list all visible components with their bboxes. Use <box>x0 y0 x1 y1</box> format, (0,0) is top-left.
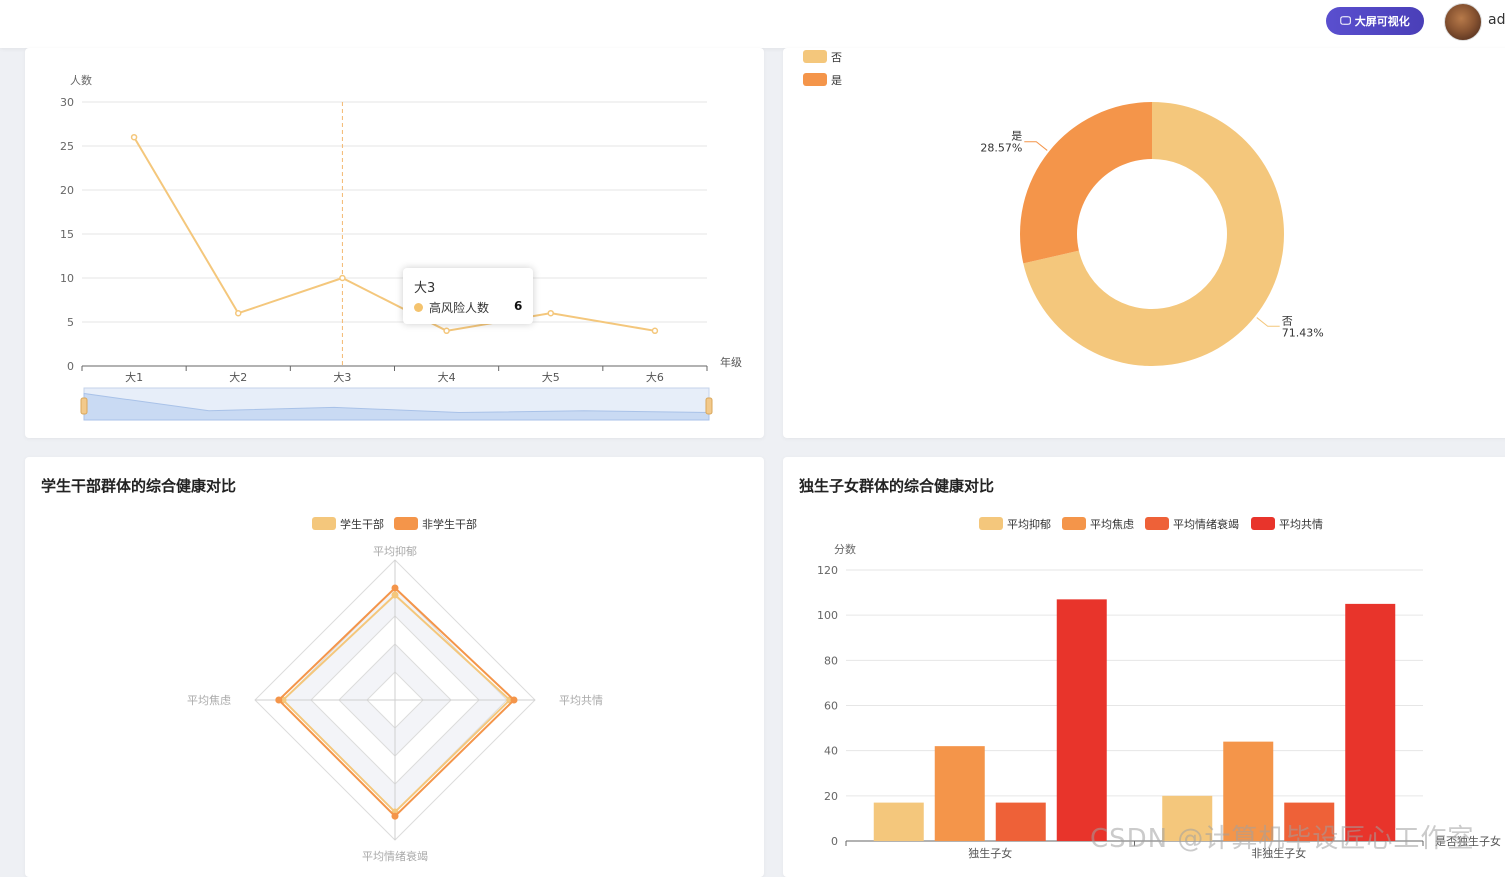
line-chart: 人数 0 5 10 15 20 25 30 大1 大2 大3 大4 大5 大6 年级 <box>60 74 742 421</box>
y-tick-label: 40 <box>824 745 838 758</box>
bar-chart-card: 独生子女群体的综合健康对比 平均抑郁 平均焦虑 平均情绪衰竭 平均共情分数 0 20 40 6… <box>783 457 1505 877</box>
legend-label: 平均共情 <box>1279 518 1323 531</box>
y-tick-label: 0 <box>67 360 74 373</box>
bar <box>1345 603 1396 841</box>
radar-point <box>391 591 399 599</box>
y-tick-label: 80 <box>824 654 838 667</box>
radar-indicator-label: 平均共情 <box>559 694 603 707</box>
legend-label: 学生干部 <box>340 517 384 531</box>
pie-label-percent: 28.57% <box>980 142 1022 155</box>
data-point <box>547 309 554 317</box>
x-tick-label: 大6 <box>646 370 664 384</box>
pie-label-name: 是 <box>1011 130 1022 143</box>
line-chart-card: 人数 0 5 10 15 20 25 30 大1 大2 大3 大4 大5 大6 年级 <box>25 48 764 438</box>
bigscreen-button[interactable]: 🖵 大屏可视化 <box>1326 7 1424 35</box>
tooltip-series-name: 高风险人数 <box>429 301 490 315</box>
legend-label: 平均焦虑 <box>1090 518 1134 531</box>
legend-swatch <box>1062 517 1086 530</box>
radar-card-title: 学生干部群体的综合健康对比 <box>41 477 237 495</box>
bar <box>1162 795 1213 841</box>
pie-leader-line <box>1256 317 1280 327</box>
legend-swatch <box>1251 517 1275 530</box>
bar <box>934 746 985 841</box>
y-tick-label: 120 <box>817 564 838 577</box>
data-point <box>130 133 138 141</box>
radar-indicator-label: 平均抑郁 <box>373 544 417 558</box>
x-tick-label: 大4 <box>438 370 456 384</box>
avatar[interactable] <box>1444 3 1482 41</box>
radar-point <box>391 812 399 820</box>
legend-swatch <box>312 517 336 530</box>
y-tick-label: 20 <box>824 790 838 803</box>
pie-slice <box>1023 102 1284 367</box>
radar-indicator-label: 平均情绪衰竭 <box>362 849 428 863</box>
y-tick-label: 30 <box>60 96 74 109</box>
y-tick-label: 5 <box>67 316 74 329</box>
x-tick-label: 大5 <box>542 370 560 384</box>
tooltip-title: 大3 <box>414 281 436 296</box>
bar <box>1223 741 1274 841</box>
legend-label: 否 <box>831 51 842 64</box>
top-bar: 🖵 大屏可视化 ad <box>0 0 1505 48</box>
bar <box>1056 599 1107 841</box>
legend-label: 平均情绪衰竭 <box>1173 517 1239 531</box>
datazoom-handle-left <box>80 397 88 415</box>
bar <box>873 802 924 841</box>
legend-swatch <box>1145 517 1169 530</box>
tooltip-value: 6 <box>514 299 523 313</box>
legend-swatch <box>803 50 827 63</box>
bar-card-title: 独生子女群体的综合健康对比 <box>799 477 995 495</box>
y-tick-label: 15 <box>60 228 74 241</box>
bar <box>995 802 1046 841</box>
y-tick-label: 0 <box>831 835 838 848</box>
legend-label: 平均抑郁 <box>1007 517 1051 531</box>
data-point <box>235 309 242 317</box>
radar-indicator-label: 平均焦虑 <box>187 694 231 707</box>
radar-point <box>275 696 283 704</box>
donut-chart-card: 否是否 71.43% 是 28.57% <box>783 48 1505 438</box>
pie-label-name: 否 <box>1282 314 1293 327</box>
radar-chart-card: 学生干部群体的综合健康对比 学生干部 非学生干部 平均抑郁平均共情平均情绪衰竭 平均焦… <box>25 457 764 877</box>
watermark: CSDN @计算机毕设匠心工作室 <box>1090 824 1475 854</box>
data-point <box>651 327 659 335</box>
radar-point <box>391 584 399 592</box>
y-tick-label: 100 <box>817 609 838 622</box>
data-point <box>443 327 450 335</box>
x-tick-label: 大3 <box>333 370 351 384</box>
bigscreen-label: 大屏可视化 <box>1354 15 1410 28</box>
x-tick-label: 大2 <box>229 370 247 384</box>
y-tick-label: 60 <box>824 700 838 713</box>
y-tick-label: 20 <box>60 184 74 197</box>
y-tick-label: 25 <box>60 140 74 153</box>
x-axis-label: 年级 <box>720 355 742 369</box>
legend-swatch <box>394 517 418 530</box>
monitor-icon: 🖵 <box>1340 14 1351 27</box>
datazoom-handle-right <box>705 397 713 415</box>
bar <box>1284 802 1335 841</box>
legend-swatch <box>803 73 827 86</box>
line-chart-tooltip: 大3 高风险人数 6 <box>403 268 533 324</box>
pie-slice <box>1020 102 1152 264</box>
pie-leader-line <box>1024 141 1048 151</box>
y-axis-label: 分数 <box>834 543 856 556</box>
x-tick-label: 独生子女 <box>968 846 1012 860</box>
datazoom-preview <box>83 392 710 421</box>
x-tick-label: 非独生子女 <box>1251 846 1306 860</box>
username[interactable]: ad <box>1488 12 1505 28</box>
x-tick-label: 大1 <box>125 370 143 384</box>
data-point <box>339 274 346 282</box>
tooltip-series-dot <box>414 303 423 312</box>
y-axis-label: 人数 <box>70 74 92 87</box>
y-tick-label: 10 <box>60 272 74 285</box>
legend-swatch <box>979 517 1003 530</box>
legend-label: 是 <box>831 74 842 87</box>
pie-label-percent: 71.43% <box>1282 326 1324 339</box>
legend-label: 非学生干部 <box>422 517 477 531</box>
series-line <box>133 136 656 332</box>
radar-point <box>510 696 518 704</box>
x-axis-label: 是否独生子女 <box>1435 834 1501 848</box>
